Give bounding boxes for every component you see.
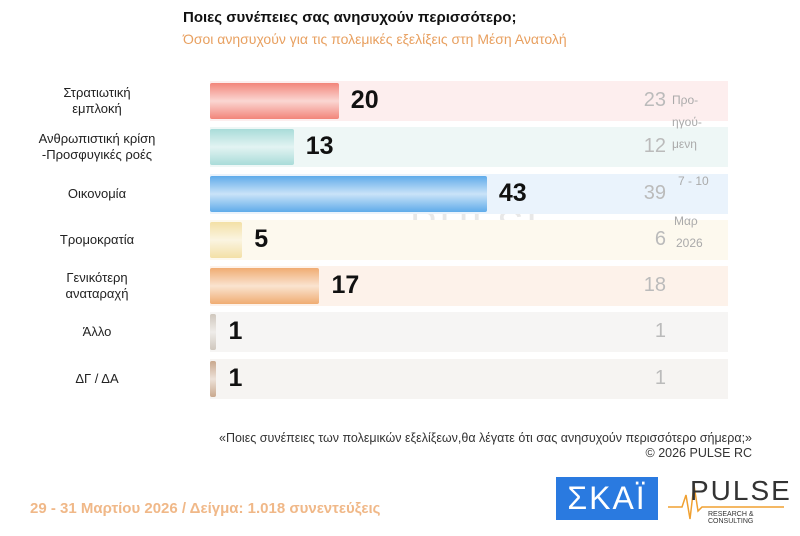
category-label: Οικονομία xyxy=(2,186,192,202)
bar xyxy=(210,222,243,258)
category-label-line: Τρομοκρατία xyxy=(59,232,135,247)
category-label-line: Στρατιωτική xyxy=(63,85,131,100)
row-background xyxy=(210,312,728,352)
row-background xyxy=(210,127,728,167)
bar xyxy=(210,176,487,212)
category-label-line: -Προσφυγικές ροές xyxy=(41,147,153,162)
category-label-line: εμπλοκή xyxy=(72,101,122,116)
chart-subtitle: Όσοι ανησυχούν για τις πολεμικές εξελίξε… xyxy=(183,31,567,47)
data-label: 1 xyxy=(228,364,243,392)
category-label-line: αναταραχή xyxy=(65,286,129,301)
category-label-line: Ανθρωπιστική κρίση xyxy=(38,131,156,146)
note-line: Μαρ xyxy=(674,214,698,228)
data-label: 13 xyxy=(305,132,334,160)
row-background xyxy=(210,220,728,260)
row-background xyxy=(210,359,728,399)
category-label: Άλλο xyxy=(2,324,192,340)
chart-title: Ποιες συνέπειες σας ανησυχούν περισσότερ… xyxy=(183,9,517,26)
data-label: 20 xyxy=(350,86,379,114)
question-text: «Ποιες συνέπειες των πολεμικών εξελίξεων… xyxy=(219,431,752,445)
previous-value: 12 xyxy=(643,135,666,157)
previous-value: 1 xyxy=(654,320,666,342)
note-line: 7 - 10 xyxy=(678,174,709,188)
previous-value: 1 xyxy=(654,367,666,389)
data-label: 17 xyxy=(331,271,360,299)
previous-note: Προ- ηγού- μενη 7 - 10 Μαρ 2026 xyxy=(672,93,709,251)
bar xyxy=(210,314,217,350)
skai-logo: ΣΚΑΪ xyxy=(556,477,658,520)
note-line: μενη xyxy=(672,137,697,151)
previous-value: 23 xyxy=(643,89,666,111)
note-line: 2026 xyxy=(676,236,703,250)
category-label-line: Άλλο xyxy=(82,324,112,339)
previous-value: 6 xyxy=(654,228,666,250)
data-label: 5 xyxy=(254,225,269,253)
category-label: Στρατιωτική εμπλοκή xyxy=(2,85,192,117)
previous-value: 39 xyxy=(643,182,666,204)
category-label-line: Οικονομία xyxy=(67,186,127,201)
category-label-line: Γενικότερη xyxy=(66,270,128,285)
copyright: © 2026 PULSE RC xyxy=(645,446,752,460)
bar xyxy=(210,268,320,304)
note-line: ηγού- xyxy=(672,115,702,129)
category-label: ΔΓ / ΔΑ xyxy=(2,371,192,387)
category-label: Ανθρωπιστική κρίση -Προσφυγικές ροές xyxy=(2,131,192,163)
previous-value: 18 xyxy=(643,274,666,296)
data-label: 1 xyxy=(228,317,243,345)
bar xyxy=(210,83,339,119)
category-label-line: ΔΓ / ΔΑ xyxy=(75,371,119,386)
pulse-logo: PULSE RESEARCH & CONSULTING xyxy=(668,475,790,525)
category-label: Γενικότερη αναταραχή xyxy=(2,270,192,302)
bar xyxy=(210,361,217,397)
category-label: Τρομοκρατία xyxy=(2,232,192,248)
data-label: 43 xyxy=(498,179,527,207)
footer-date-sample: 29 - 31 Μαρτίου 2026 / Δείγμα: 1.018 συν… xyxy=(30,500,381,517)
note-line: Προ- xyxy=(672,93,699,107)
bar xyxy=(210,129,294,165)
